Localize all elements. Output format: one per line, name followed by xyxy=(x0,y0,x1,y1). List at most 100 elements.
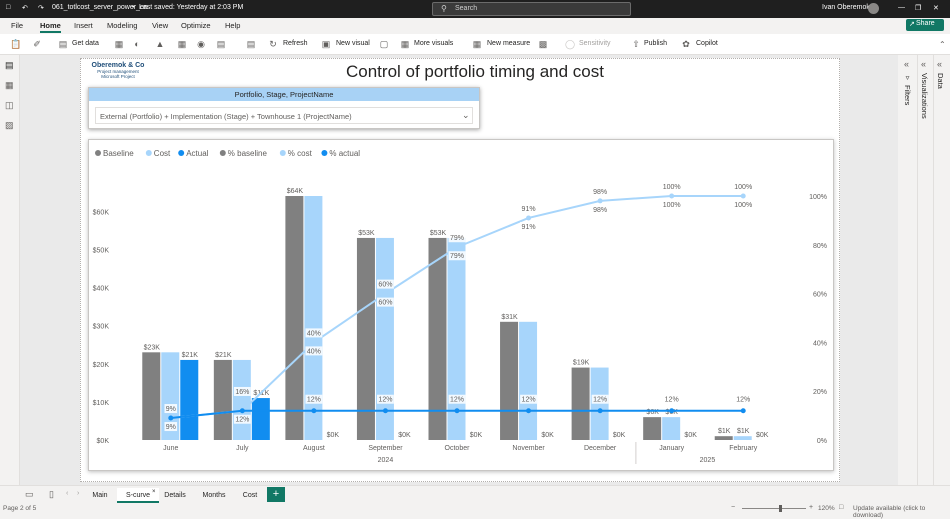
publish-button[interactable]: Publish xyxy=(644,40,667,47)
percent-data-label: 16% xyxy=(235,389,249,396)
mobile-layout-icon[interactable]: ▯ xyxy=(49,489,54,499)
enter-data-icon[interactable]: ▦ xyxy=(177,39,187,49)
excel-icon[interactable]: ▦ xyxy=(114,39,124,49)
bar-data-label: $53K xyxy=(358,230,375,237)
tab-s-curve[interactable]: S-curve × xyxy=(117,488,159,503)
percent-label-bg xyxy=(305,346,323,356)
menu-help[interactable]: Help xyxy=(225,21,241,30)
minimize-icon[interactable]: — xyxy=(898,4,905,11)
model-view-icon[interactable]: ◫ xyxy=(5,100,14,110)
ribbon: 📋 ✐ ▤ Get data ▦ ◐ ▲ ▦ ◉ ▤ ▤ ↻ Refresh ▣… xyxy=(0,34,950,55)
new-measure-button[interactable]: New measure xyxy=(487,40,531,47)
visualizations-pane-label[interactable]: Visualizations xyxy=(920,73,929,119)
percent-label-bg xyxy=(448,394,466,404)
menu-optimize[interactable]: Optimize xyxy=(181,21,211,30)
tab-s-curve-label: S-curve xyxy=(125,492,151,499)
bar-data-label: $0K xyxy=(398,432,411,439)
percent-label-bg xyxy=(376,279,394,289)
last-saved[interactable]: Last saved: Yesterday at 2:03 PM xyxy=(139,4,244,11)
zoom-in-icon[interactable]: + xyxy=(809,504,814,511)
tab-main[interactable]: Main xyxy=(92,492,108,499)
line-point xyxy=(382,291,388,297)
menu-home[interactable]: Home xyxy=(40,21,61,33)
dax-view-icon[interactable]: ▨ xyxy=(5,120,14,130)
slicer-dropdown[interactable]: External (Portfolio) + Implementation (S… xyxy=(95,107,473,124)
percent-data-label: 12% xyxy=(307,397,321,404)
update-available[interactable]: Update available (click to download) xyxy=(853,505,926,519)
desktop-layout-icon[interactable]: ▭ xyxy=(25,489,34,499)
logo-line2: Microsoft Project xyxy=(101,74,135,79)
search-input[interactable]: ⚲ Search xyxy=(432,2,631,16)
zoom-out-icon[interactable]: − xyxy=(731,504,736,511)
tab-details[interactable]: Details xyxy=(164,492,186,499)
project-slicer[interactable]: Portfolio, Stage, ProjectName External (… xyxy=(88,87,480,129)
x-category-label: September xyxy=(368,445,403,452)
page-indicator: Page 2 of 5 xyxy=(3,505,37,512)
zoom-slider-thumb[interactable] xyxy=(779,505,782,512)
quick-measure-icon[interactable]: ▩ xyxy=(538,39,548,49)
menu-view[interactable]: View xyxy=(152,21,169,30)
transform-data-icon[interactable]: ▤ xyxy=(216,39,226,49)
transform-icon[interactable]: ▤ xyxy=(246,39,256,49)
expand-data-icon[interactable]: « xyxy=(937,59,943,69)
fit-to-page-icon[interactable]: □ xyxy=(839,504,844,511)
bar-data-label: $0K xyxy=(541,432,554,439)
restore-icon[interactable]: ❐ xyxy=(915,5,922,12)
s-curve-chart[interactable]: Baseline Cost Actual % baseline % cost % actu… xyxy=(88,139,834,471)
get-data-button[interactable]: Get data xyxy=(72,40,99,47)
paste-icon[interactable]: 📋 xyxy=(10,39,22,49)
filters-pane-label[interactable]: Filters xyxy=(903,85,912,106)
expand-visualizations-icon[interactable]: « xyxy=(921,59,927,69)
pane-divider xyxy=(933,55,934,485)
publish-icon: ⇧ xyxy=(632,39,640,49)
sql-icon[interactable]: ◐ xyxy=(134,39,140,49)
menu-modeling[interactable]: Modeling xyxy=(107,21,138,30)
menu-file[interactable]: File xyxy=(11,21,24,30)
legend-label: Baseline xyxy=(103,149,134,158)
new-visual-button[interactable]: New visual xyxy=(336,40,370,47)
bar-baseline xyxy=(142,352,161,440)
zoom-slider[interactable] xyxy=(742,508,806,509)
next-page-icon[interactable]: › xyxy=(77,490,80,497)
expand-filters-icon[interactable]: « xyxy=(904,59,910,69)
collapse-ribbon-icon[interactable]: ⌃ xyxy=(939,40,946,49)
recent-sources-icon[interactable]: ◉ xyxy=(197,39,205,49)
y-right-tick-label: 20% xyxy=(813,389,827,396)
table-view-icon[interactable]: ▦ xyxy=(5,80,14,90)
tab-months[interactable]: Months xyxy=(202,492,226,499)
y-right-tick-label: 0% xyxy=(817,438,827,445)
refresh-button[interactable]: Refresh xyxy=(283,40,308,47)
slicer-header: Portfolio, Stage, ProjectName xyxy=(89,88,479,101)
report-view-icon[interactable]: ▤ xyxy=(5,60,14,70)
undo-icon[interactable]: ↶ xyxy=(22,5,28,12)
format-painter-icon[interactable]: ✐ xyxy=(33,39,41,49)
add-page-button[interactable]: + xyxy=(267,487,285,502)
close-icon[interactable]: ✕ xyxy=(933,5,939,12)
tab-cost[interactable]: Cost xyxy=(242,492,258,499)
avatar[interactable] xyxy=(868,3,879,14)
separator-dot: • xyxy=(132,4,135,11)
text-box-icon[interactable]: ▢ xyxy=(379,39,389,49)
prev-page-icon[interactable]: ‹ xyxy=(66,490,69,497)
x-year-label: 2025 xyxy=(700,457,716,464)
redo-icon[interactable]: ↷ xyxy=(38,5,44,12)
y-right-tick-label: 100% xyxy=(809,194,827,201)
more-visuals-button[interactable]: More visuals xyxy=(414,40,454,47)
save-icon[interactable]: □ xyxy=(6,4,11,11)
data-pane-label[interactable]: Data xyxy=(936,73,945,89)
y-right-tick-label: 60% xyxy=(813,292,827,299)
percent-data-label: 98% xyxy=(593,207,607,214)
user-name: Ivan Oberemok xyxy=(822,4,870,11)
bar-cost xyxy=(733,436,752,440)
dataverse-icon[interactable]: ▲ xyxy=(155,39,165,49)
menu-insert[interactable]: Insert xyxy=(74,21,93,30)
tab-close-icon[interactable]: × xyxy=(152,489,156,495)
bar-baseline xyxy=(643,417,662,440)
share-icon: ↗ xyxy=(909,21,915,28)
sensitivity-button[interactable]: Sensitivity xyxy=(579,40,611,47)
bar-baseline xyxy=(571,367,590,440)
copilot-button[interactable]: Copilot xyxy=(696,40,718,47)
percent-label-bg xyxy=(233,414,251,424)
chevron-down-icon[interactable]: ⌄ xyxy=(462,110,470,120)
share-button[interactable]: ↗ Share xyxy=(906,19,944,31)
